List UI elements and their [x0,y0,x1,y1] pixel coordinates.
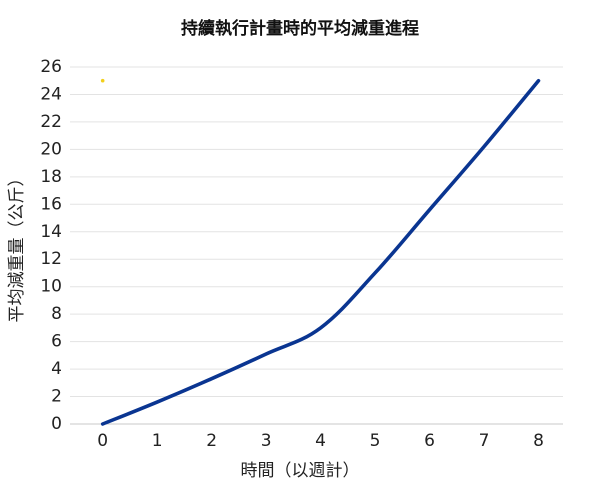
marker-point [100,78,105,83]
y-tick-label: 0 [51,414,62,434]
y-tick-label: 24 [40,84,62,104]
y-tick-label: 18 [40,167,62,187]
y-tick-label: 22 [40,112,62,132]
y-tick-label: 12 [40,249,62,269]
series-group [100,78,541,426]
x-tick-labels: 0 1 2 3 4 5 6 7 8 [97,431,544,451]
x-tick-label: 6 [424,431,435,451]
x-axis-label: 時間（以週計） [241,461,360,481]
gridlines [70,66,563,425]
x-tick-label: 7 [479,431,490,451]
y-tick-label: 20 [40,139,62,159]
marker-group [100,78,105,83]
y-tick-label: 10 [40,277,62,297]
y-tick-label: 6 [51,332,62,352]
x-tick-label: 1 [152,431,163,451]
y-tick-label: 26 [40,57,62,77]
series-line [100,78,541,426]
chart-title: 持續執行計畫時的平均減重進程 [181,18,419,39]
x-tick-label: 2 [206,431,217,451]
y-tick-label: 2 [51,387,62,407]
y-axis-label: 平均減重量（公斤） [7,170,27,323]
x-tick-label: 5 [370,431,381,451]
x-tick-label: 3 [261,431,272,451]
x-tick-label: 0 [97,431,108,451]
x-tick-label: 8 [533,431,544,451]
x-tick-label: 4 [315,431,326,451]
y-tick-label: 14 [40,222,62,242]
y-tick-label: 8 [51,304,62,324]
y-tick-label: 16 [40,194,62,214]
y-tick-label: 4 [51,359,62,379]
